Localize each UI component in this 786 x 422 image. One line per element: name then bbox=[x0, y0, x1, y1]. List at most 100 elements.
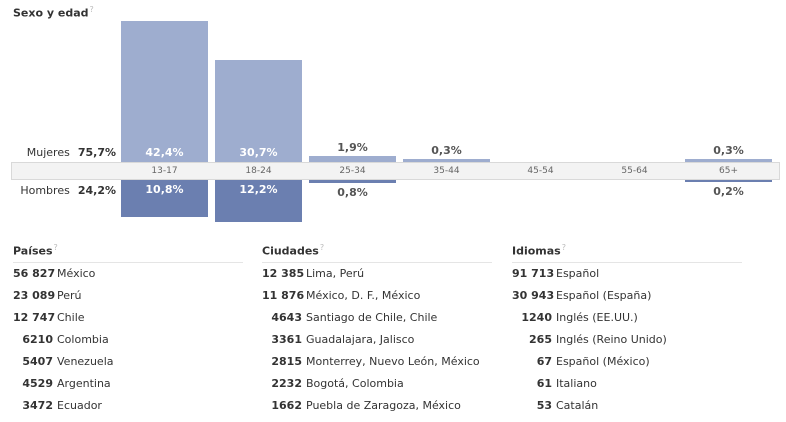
countries-row: 3472 Ecuador bbox=[13, 395, 243, 417]
countries-row: 56 827 México bbox=[13, 263, 243, 285]
languages-count: 1240 bbox=[521, 311, 552, 324]
women-value-label: 30,7% bbox=[239, 146, 278, 159]
countries-header: Países? bbox=[13, 243, 243, 263]
women-value-label: 42,4% bbox=[145, 146, 184, 159]
help-icon[interactable]: ? bbox=[89, 5, 94, 14]
age-tick-label: 18-24 bbox=[245, 166, 272, 176]
countries-header-label: Países bbox=[13, 244, 53, 258]
page-title: Sexo y edad? bbox=[13, 5, 94, 20]
languages-header-label: Idiomas bbox=[512, 244, 561, 258]
cities-header-label: Ciudades bbox=[262, 244, 319, 258]
languages-count: 61 bbox=[536, 377, 552, 390]
cities-list: 12 385 Lima, Perú 11 876 México, D. F., Méx… bbox=[262, 263, 492, 417]
languages-header: Idiomas? bbox=[512, 243, 742, 263]
languages-row: 61 Italiano bbox=[512, 373, 742, 395]
men-value-label: 12,2% bbox=[239, 183, 278, 196]
languages-row: 91 713 Español bbox=[512, 263, 742, 285]
men-bar bbox=[121, 180, 208, 217]
men-value-label: 10,8% bbox=[145, 183, 184, 196]
age-tick-label: 65+ bbox=[719, 166, 738, 176]
countries-list: 56 827 México 23 089 Perú 12 747 Chile 6210 Col… bbox=[13, 263, 243, 417]
age-tick-label: 13-17 bbox=[151, 166, 178, 176]
languages-row: 67 Español (México) bbox=[512, 351, 742, 373]
cities-row: 3361 Guadalajara, Jalisco bbox=[262, 329, 492, 351]
help-icon[interactable]: ? bbox=[53, 243, 58, 252]
languages-count: 67 bbox=[536, 355, 552, 368]
languages-name: Inglés (Reino Unido) bbox=[556, 333, 667, 346]
cities-name: Bogotá, Colombia bbox=[306, 377, 404, 390]
cities-name: Puebla de Zaragoza, México bbox=[306, 399, 461, 412]
cities-row: 1662 Puebla de Zaragoza, México bbox=[262, 395, 492, 417]
women-value-label: 1,9% bbox=[337, 141, 368, 154]
women-pct: 75,7% bbox=[77, 146, 116, 159]
cities-count: 4643 bbox=[271, 311, 302, 324]
age-tick-label: 55-64 bbox=[621, 166, 648, 176]
cities-name: Santiago de Chile, Chile bbox=[306, 311, 438, 324]
countries-name: Venezuela bbox=[57, 355, 114, 368]
countries-count: 12 747 bbox=[13, 311, 56, 324]
countries-row: 5407 Venezuela bbox=[13, 351, 243, 373]
cities-name: Monterrey, Nuevo León, México bbox=[306, 355, 480, 368]
women-bar bbox=[403, 159, 490, 162]
countries-count: 5407 bbox=[22, 355, 53, 368]
countries-name: Perú bbox=[57, 289, 82, 302]
men-pct: 24,2% bbox=[77, 184, 116, 197]
languages-list: 91 713 Español 30 943 Español (España) 1240 I… bbox=[512, 263, 742, 417]
languages-name: Español (España) bbox=[556, 289, 652, 302]
help-icon[interactable]: ? bbox=[561, 243, 566, 252]
page-title-text: Sexo y edad bbox=[13, 6, 89, 20]
languages-row: 53 Catalán bbox=[512, 395, 742, 417]
men-label: Hombres bbox=[20, 184, 70, 197]
countries-name: México bbox=[57, 267, 96, 280]
women-bar bbox=[215, 60, 302, 162]
men-legend: Hombres 24,2% bbox=[0, 184, 116, 197]
languages-name: Inglés (EE.UU.) bbox=[556, 311, 638, 324]
cities-row: 2232 Bogotá, Colombia bbox=[262, 373, 492, 395]
languages-count: 265 bbox=[529, 333, 552, 346]
countries-row: 4529 Argentina bbox=[13, 373, 243, 395]
languages-name: Español (México) bbox=[556, 355, 650, 368]
countries-panel: Países? 56 827 México 23 089 Perú 12 747 Chil… bbox=[13, 243, 243, 417]
languages-name: Catalán bbox=[556, 399, 599, 412]
languages-count: 53 bbox=[536, 399, 552, 412]
languages-row: 30 943 Español (España) bbox=[512, 285, 742, 307]
cities-row: 11 876 México, D. F., México bbox=[262, 285, 492, 307]
help-icon[interactable]: ? bbox=[319, 243, 325, 252]
countries-row: 6210 Colombia bbox=[13, 329, 243, 351]
men-bar bbox=[309, 180, 396, 183]
women-value-label: 0,3% bbox=[713, 144, 744, 157]
cities-name: Lima, Perú bbox=[306, 267, 365, 280]
men-value-label: 0,2% bbox=[713, 185, 744, 198]
countries-count: 56 827 bbox=[13, 267, 56, 280]
cities-row: 12 385 Lima, Perú bbox=[262, 263, 492, 285]
cities-count: 2815 bbox=[271, 355, 302, 368]
women-value-label: 0,3% bbox=[431, 144, 462, 157]
cities-count: 2232 bbox=[271, 377, 302, 390]
countries-row: 12 747 Chile bbox=[13, 307, 243, 329]
countries-name: Chile bbox=[57, 311, 85, 324]
countries-name: Colombia bbox=[57, 333, 109, 346]
cities-row: 2815 Monterrey, Nuevo León, México bbox=[262, 351, 492, 373]
languages-count: 91 713 bbox=[512, 267, 555, 280]
cities-count: 1662 bbox=[271, 399, 302, 412]
cities-row: 4643 Santiago de Chile, Chile bbox=[262, 307, 492, 329]
men-bar bbox=[215, 180, 302, 222]
women-label: Mujeres bbox=[26, 146, 70, 159]
languages-name: Italiano bbox=[556, 377, 597, 390]
languages-row: 1240 Inglés (EE.UU.) bbox=[512, 307, 742, 329]
women-bar bbox=[121, 21, 208, 162]
countries-count: 4529 bbox=[22, 377, 53, 390]
men-value-label: 0,8% bbox=[337, 186, 368, 199]
cities-name: México, D. F., México bbox=[306, 289, 421, 302]
languages-name: Español bbox=[556, 267, 600, 280]
age-tick-label: 25-34 bbox=[339, 166, 366, 176]
men-bar bbox=[685, 180, 772, 182]
women-legend: Mujeres 75,7% bbox=[0, 146, 116, 159]
age-tick-label: 45-54 bbox=[527, 166, 554, 176]
cities-count: 3361 bbox=[271, 333, 302, 346]
cities-panel: Ciudades? 12 385 Lima, Perú 11 876 México, … bbox=[262, 243, 492, 417]
languages-count: 30 943 bbox=[512, 289, 555, 302]
age-axis bbox=[11, 162, 780, 180]
countries-row: 23 089 Perú bbox=[13, 285, 243, 307]
countries-count: 3472 bbox=[22, 399, 53, 412]
